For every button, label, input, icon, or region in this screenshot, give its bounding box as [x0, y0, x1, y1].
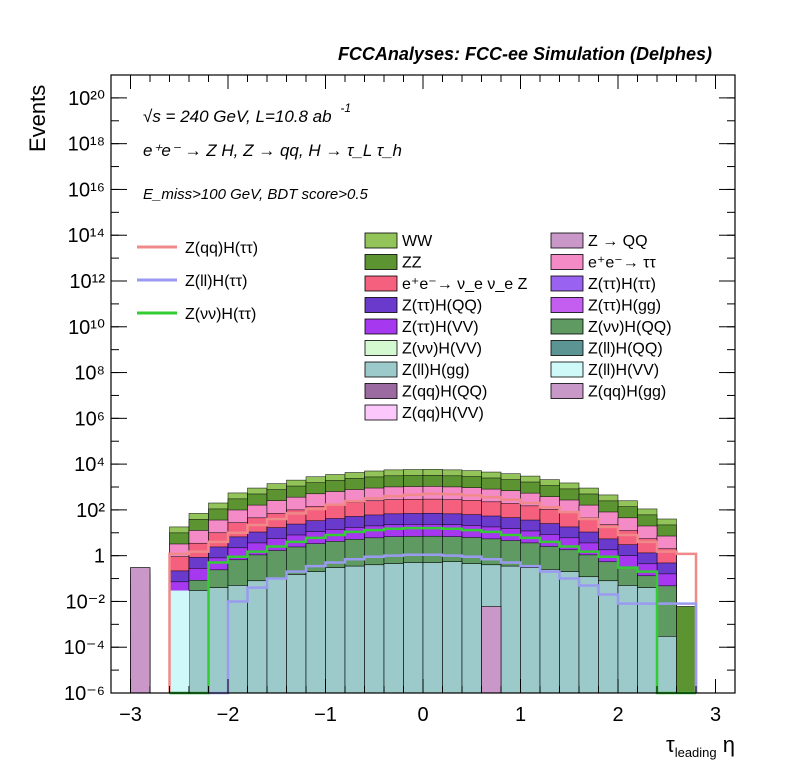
legend-swatch [550, 297, 584, 313]
plot-title: FCCAnalyses: FCC-ee Simulation (Delphes) [338, 44, 712, 64]
legend-swatch [364, 297, 398, 313]
y-tick-label: 10¹⁸ [68, 134, 105, 156]
x-tick-label: −2 [217, 704, 240, 726]
legend-swatch [550, 318, 584, 335]
x-tick-label: −3 [119, 704, 142, 726]
annotation-block: √s = 240 GeV, L=10.8 ab -1 e⁺e⁻ → Z H, Z… [143, 101, 402, 203]
bar-z-ll-h-gg- [364, 564, 385, 694]
bar-z-ll-h-gg- [403, 562, 424, 694]
bar-z-ll-h-gg- [442, 561, 463, 694]
legend-swatch [364, 275, 398, 292]
y-tick-label: 10² [76, 500, 105, 522]
x-tick-label: 3 [710, 704, 721, 726]
y-tick-label: 10⁴ [74, 454, 105, 476]
y-tick-label: 10⁻² [66, 591, 106, 613]
y-tick-label: 10⁻⁶ [64, 683, 105, 705]
legend-label: Z(ll)H(QQ) [588, 341, 663, 358]
legend-label: Z(ll)H(VV) [588, 362, 659, 379]
y-tick-label: 10¹² [69, 271, 105, 293]
legend-label: Z(qq)H(gg) [588, 384, 666, 401]
series-line-z-h- [169, 526, 696, 695]
x-axis-label: τleading η [666, 732, 735, 760]
bar-z-ll-h-gg- [188, 590, 209, 694]
legend-line-label: Z(ll)H(ττ) [185, 273, 247, 290]
bar-z-ll-h-gg- [500, 565, 521, 694]
legend-swatch [550, 361, 584, 378]
y-tick-label: 10²⁰ [68, 88, 105, 110]
y-tick-label: 10⁶ [75, 408, 105, 430]
legend: Z(qq)H(ττ) Z(ll)H(ττ) Z(νν)H(ττ) WW ZZ e⁺e⁻→ … [137, 232, 672, 422]
legend-label: e⁺e⁻→ ττ [588, 255, 656, 272]
bar-z-ll-h-gg- [656, 636, 677, 694]
plot-area: −3 −2 −1 0 1 2 3 10⁻⁶ 10⁻⁴ 10⁻² 1 10² 10⁴ 10⁶ 10⁸ 10¹⁰ 1… [64, 74, 736, 726]
series-line-z-ll-h- [169, 553, 698, 695]
bar-z-qq [130, 567, 151, 694]
y-tick-label: 10¹⁶ [68, 179, 105, 201]
legend-label: Z(νν)H(QQ) [588, 319, 672, 336]
y-tick-label: 10¹⁰ [68, 317, 105, 339]
bar-z-ll-h-gg- [617, 585, 638, 694]
y-tick-label: 10¹⁴ [68, 225, 106, 247]
legend-label: Z(ττ)H(VV) [402, 319, 479, 336]
legend-swatch [550, 340, 584, 356]
legend-swatch [550, 254, 584, 270]
legend-label: Z(qq)H(QQ) [402, 384, 487, 401]
legend-line-label: Z(νν)H(ττ) [185, 306, 256, 323]
y-tick-label: 10⁻⁴ [64, 637, 105, 659]
bar-z-qq [481, 606, 502, 694]
annotation-cuts: E_miss>100 GeV, BDT score>0.5 [143, 186, 368, 203]
legend-swatch [364, 361, 398, 378]
legend-swatch [364, 383, 398, 399]
legend-swatch [550, 275, 584, 292]
bar-z-ll-h-gg- [578, 576, 599, 694]
legend-label: Z(ττ)H(gg) [588, 298, 661, 315]
series-line-z-qq-h- [168, 492, 698, 693]
bar-z-ll-h-gg- [305, 571, 326, 694]
x-tick-label: 2 [612, 704, 623, 726]
legend-swatch [364, 254, 398, 270]
y-axis-label: Events [25, 85, 50, 152]
bar-z-ll-h-gg- [383, 563, 404, 694]
legend-label: Z(ll)H(gg) [402, 362, 470, 379]
bar-z-ll-h-gg- [247, 580, 268, 694]
legend-label: Z(ττ)H(QQ) [402, 298, 482, 315]
bar-z-ll-h-gg- [598, 580, 619, 694]
bar-z-ll-h-gg- [422, 562, 443, 694]
bar-z-ll-h-gg- [461, 563, 482, 694]
legend-label: ZZ [402, 255, 422, 272]
legend-label: Z(qq)H(VV) [402, 405, 484, 422]
bar-z-ll-h-gg- [520, 567, 541, 694]
bar-zll-hvv [169, 590, 189, 693]
legend-swatch [364, 340, 398, 356]
legend-line-label: Z(qq)H(ττ) [185, 240, 258, 257]
bar-z-ll-h-gg- [208, 587, 229, 694]
legend-swatch [550, 383, 584, 399]
x-tick-label: −1 [314, 704, 337, 726]
legend-label: Z(ττ)H(ττ) [588, 276, 656, 293]
legend-swatch [550, 232, 584, 249]
bar-z-ll-h-gg- [559, 571, 580, 694]
x-tick-label: 0 [417, 704, 428, 726]
legend-swatch [364, 404, 398, 421]
annotation-energy: √s = 240 GeV, L=10.8 ab -1 [143, 101, 351, 126]
y-tick-label: 1 [94, 546, 105, 568]
bar-z-ll-h-gg- [539, 569, 560, 694]
annotation-process: e⁺e⁻ → Z H, Z → qq, H → τ_L τ_h [143, 141, 402, 160]
bar-z-ll-h-gg- [344, 565, 365, 694]
bar-z-ll-h-gg- [286, 574, 307, 694]
legend-swatch [364, 232, 398, 249]
y-tick-label: 10⁸ [74, 363, 105, 385]
legend-label: e⁺e⁻→ ν_e ν_e Z [402, 276, 528, 293]
legend-swatch [364, 318, 398, 335]
legend-label: Z → QQ [588, 233, 648, 250]
bar-z-ll-h-gg- [266, 578, 287, 694]
legend-label: WW [402, 233, 433, 250]
bar-z-ll-h-gg- [325, 567, 346, 694]
bar-zz [676, 606, 697, 694]
x-tick-label: 1 [515, 704, 526, 726]
legend-label: Z(νν)H(VV) [402, 341, 482, 358]
